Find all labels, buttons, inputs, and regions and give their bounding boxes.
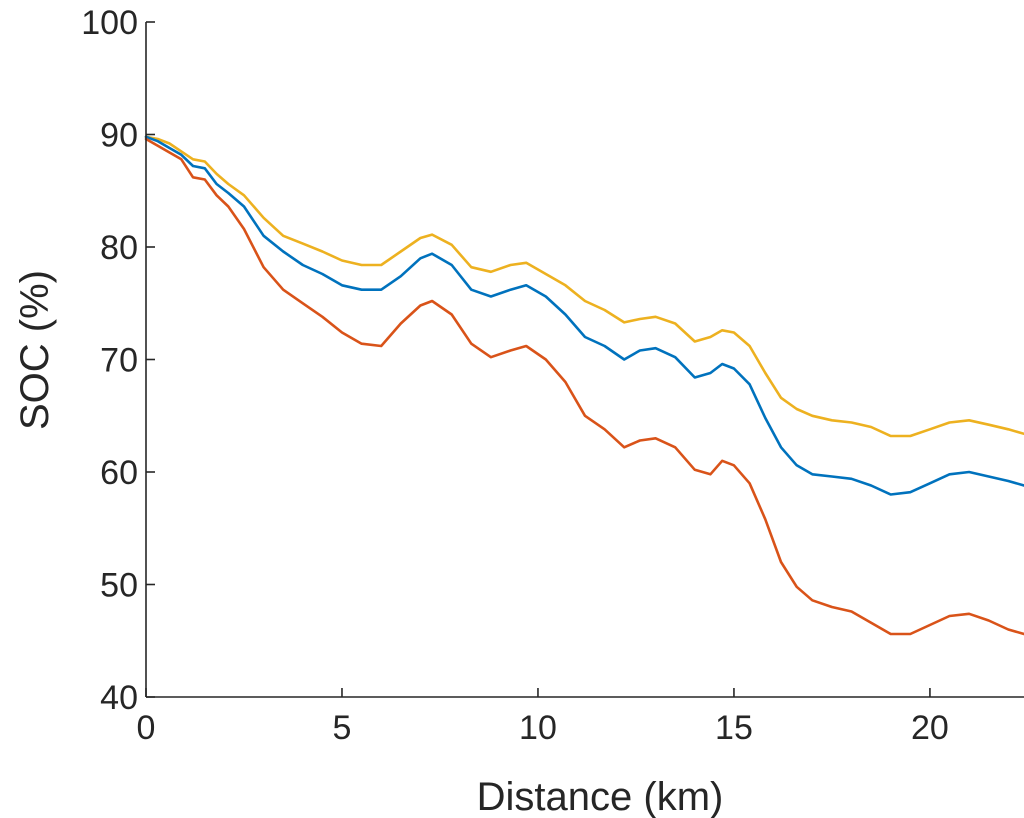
y-tick-label: 80	[100, 229, 138, 267]
y-axis-label: SOC (%)	[13, 270, 57, 430]
series-line-1	[144, 135, 1024, 438]
y-tick-label: 60	[100, 454, 138, 492]
y-tick-label: 50	[100, 567, 138, 605]
x-tick-label: 20	[911, 709, 949, 747]
x-tick-label: 0	[137, 709, 156, 747]
x-tick-label: 10	[519, 709, 557, 747]
x-ticks: 0 5 10 15 20	[137, 688, 949, 747]
y-ticks: 40 50 60 70 80 90 100	[81, 4, 155, 717]
plot-area	[144, 22, 1024, 698]
series-line-3	[144, 137, 1024, 636]
y-tick-label: 40	[100, 679, 138, 717]
x-tick-label: 5	[333, 709, 352, 747]
y-tick-label: 100	[81, 4, 138, 42]
y-tick-label: 70	[100, 342, 138, 380]
series-group	[144, 135, 1024, 636]
x-tick-label: 15	[715, 709, 753, 747]
series-line-2	[144, 135, 1024, 496]
y-tick-label: 90	[100, 117, 138, 155]
x-axis-label: Distance (km)	[477, 775, 724, 818]
